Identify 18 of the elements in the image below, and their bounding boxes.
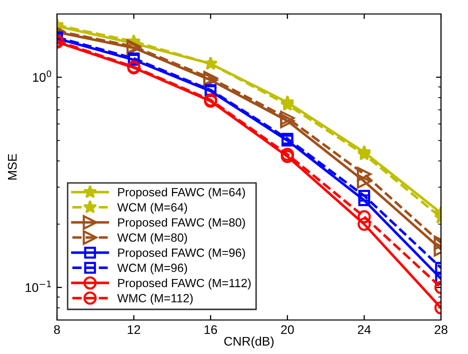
x-axis-title: CNR(dB) <box>224 336 274 348</box>
legend-label: WCM (M=64) <box>117 202 187 214</box>
legend-label: Proposed FAWC (M=112) <box>118 278 251 290</box>
legend-label: WCM (M=96) <box>117 263 187 274</box>
legend-label: Proposed FAWC (M=96) <box>118 248 245 260</box>
x-tick-label: 28 <box>434 325 448 334</box>
legend-label: WMC (M=112) <box>117 294 193 305</box>
x-tick-label: 8 <box>54 325 60 334</box>
y-tick-label: 10$^{−1}$ <box>26 280 51 292</box>
legend-label: Proposed FAWC (M=64) <box>118 188 245 199</box>
y-axis-title: MSE <box>8 154 17 180</box>
y-tick-label: 10$^{0}$ <box>33 70 52 82</box>
x-tick-label: 20 <box>281 325 294 334</box>
x-tick-label: 24 <box>358 325 371 334</box>
legend-label: Proposed FAWC (M=80) <box>118 218 245 229</box>
x-tick-label: 12 <box>128 325 140 334</box>
x-tick-label: 16 <box>204 325 218 334</box>
legend-label: WCM (M=80) <box>117 233 187 244</box>
